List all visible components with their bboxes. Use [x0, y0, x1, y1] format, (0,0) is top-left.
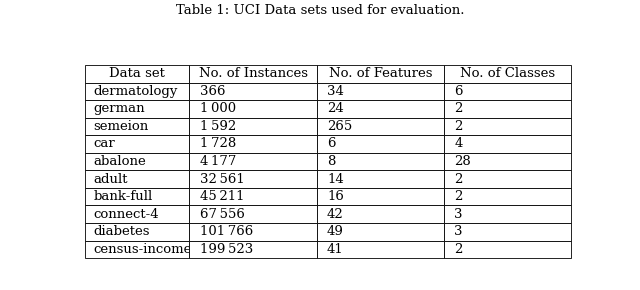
Text: Table 1: UCI Data sets used for evaluation.: Table 1: UCI Data sets used for evaluati… [176, 4, 464, 17]
